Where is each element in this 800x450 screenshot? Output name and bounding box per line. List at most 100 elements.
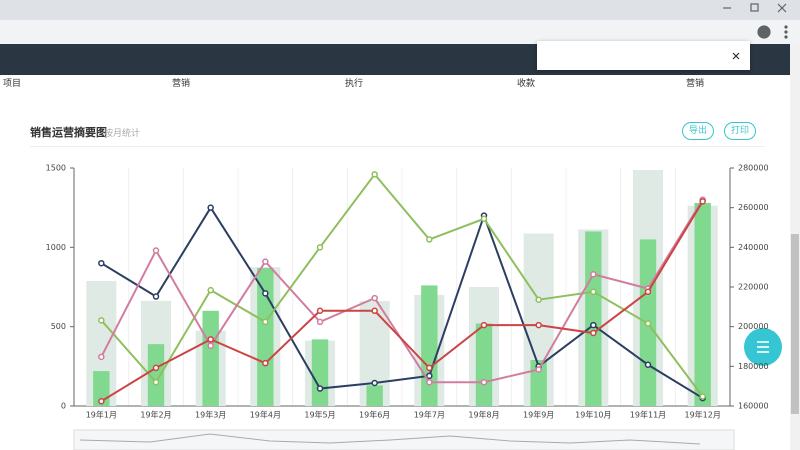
point: [535, 321, 542, 329]
point: [535, 366, 542, 373]
point: [207, 204, 214, 211]
bar: [202, 310, 219, 406]
column-header: 收款: [517, 79, 536, 89]
point: [207, 336, 214, 343]
point: [316, 385, 324, 392]
card-title: 销售运营摘要图: [30, 126, 107, 139]
point: [590, 329, 597, 337]
point: [644, 288, 652, 296]
point: [590, 321, 597, 329]
point: [426, 236, 433, 243]
y2-tick-label: 280000: [738, 164, 769, 173]
point: [152, 378, 160, 386]
bar: [257, 267, 274, 406]
point: [371, 379, 378, 387]
y2-tick-label: 160000: [738, 402, 769, 411]
y-tick-label: 1500: [46, 164, 66, 173]
y2-tick-label: 180000: [738, 362, 769, 371]
bar: [530, 359, 547, 406]
point: [98, 317, 105, 324]
point: [98, 353, 105, 361]
point: [699, 393, 706, 400]
y2-tick-label: 260000: [738, 203, 769, 212]
column-headers: 项目 营销 执行 收款 营销: [0, 76, 790, 96]
print-button[interactable]: 打印: [724, 122, 757, 140]
x-tick-label: 19年8月: [468, 410, 499, 420]
point: [316, 244, 324, 251]
point: [207, 286, 214, 294]
column-header: 营销: [172, 79, 191, 89]
point: [207, 342, 214, 349]
point: [152, 293, 160, 300]
bar: [311, 339, 329, 406]
scrollbar[interactable]: [790, 44, 800, 450]
point: [535, 296, 542, 303]
popup-close[interactable]: [732, 52, 740, 60]
bar: [585, 231, 602, 406]
x-tick-label: 19年12月: [684, 410, 720, 420]
point: [426, 364, 433, 372]
point: [644, 320, 652, 327]
line: [100, 172, 704, 398]
point: [316, 318, 324, 326]
x-tick-label: 19年5月: [304, 410, 335, 420]
line: [100, 205, 704, 399]
y-tick-label: 500: [51, 322, 66, 331]
x-tick-label: 19年6月: [359, 410, 390, 420]
x-tick-label: 19年4月: [250, 410, 281, 420]
bar: [93, 371, 110, 406]
point: [152, 364, 160, 372]
zoom-preview: [79, 433, 701, 445]
bar: [475, 323, 493, 406]
point: [371, 294, 378, 302]
line: [100, 200, 704, 403]
x-tick-label: 19年10月: [575, 410, 611, 420]
x-tick-label: 19年9月: [523, 410, 554, 420]
point: [371, 171, 378, 178]
column-header: 执行: [345, 79, 364, 89]
point: [371, 307, 378, 315]
point: [316, 307, 324, 315]
y2-tick-label: 220000: [738, 283, 769, 292]
column-header: 营销: [686, 79, 705, 89]
column-header: 项目: [3, 79, 22, 89]
point: [426, 378, 433, 386]
point: [262, 258, 269, 265]
point: [644, 361, 652, 368]
point: [590, 288, 597, 296]
bar: [421, 285, 438, 406]
card-subtitle: 按月统计: [104, 129, 141, 139]
menu-icon: [757, 341, 769, 353]
y-tick-label: 0: [61, 402, 66, 411]
window-controls: [723, 3, 788, 39]
point: [480, 378, 488, 386]
y2-tick-label: 240000: [738, 243, 769, 252]
point: [699, 198, 706, 205]
x-tick-label: 19年2月: [140, 410, 171, 420]
export-button[interactable]: 导出: [682, 122, 715, 140]
x-tick-label: 19年11月: [630, 410, 666, 420]
bar: [147, 344, 165, 406]
point: [480, 321, 488, 329]
point: [98, 259, 105, 267]
x-tick-label: 19年3月: [195, 410, 226, 420]
data-zoom[interactable]: [73, 429, 735, 450]
x-tick-label: 19年7月: [414, 410, 445, 420]
point: [262, 359, 269, 367]
point: [262, 318, 269, 326]
y2-tick-label: 200000: [738, 322, 769, 331]
point: [262, 290, 269, 297]
y-tick-label: 1000: [46, 243, 66, 252]
x-tick-label: 19年1月: [86, 410, 117, 420]
divider: [30, 146, 765, 147]
point: [480, 215, 488, 223]
point: [152, 247, 160, 254]
bar: [694, 202, 711, 406]
popup[interactable]: [537, 41, 750, 70]
point: [426, 372, 433, 380]
toolbar: [0, 20, 800, 44]
browser-chrome: [0, 0, 800, 44]
bar: [366, 385, 383, 406]
